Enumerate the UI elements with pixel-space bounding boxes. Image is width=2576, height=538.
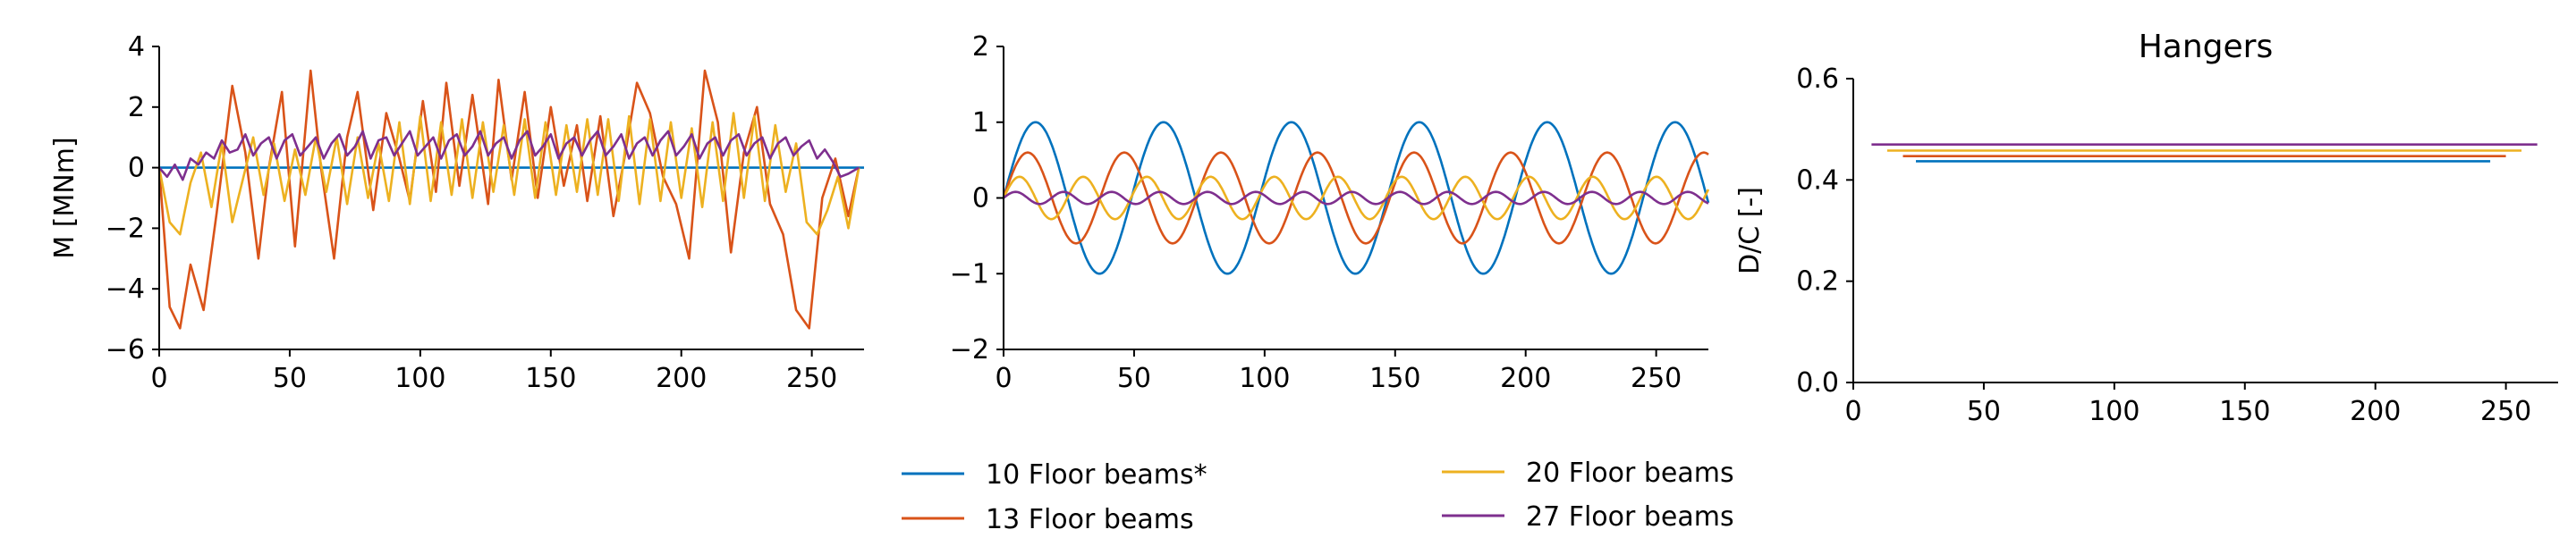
y-tick-label: 2 [972, 31, 989, 63]
x-tick-label: 250 [786, 363, 837, 394]
chart-title: Hangers [2139, 29, 2274, 65]
legend-label: 10 Floor beams* [986, 459, 1208, 491]
legend-item: 13 Floor beams [902, 504, 1194, 535]
middle-chart: 0 50 100 150 200 250 2 1 0 −1 −2 [950, 31, 1710, 394]
y-tick-label: 0 [972, 183, 989, 214]
legend-item: 10 Floor beams* [902, 459, 1208, 491]
legend-label: 27 Floor beams [1526, 501, 1734, 533]
x-tick-label: 200 [2350, 396, 2401, 427]
legend-item: 27 Floor beams [1442, 501, 1734, 533]
x-tick-label: 200 [656, 363, 707, 394]
x-tick-label: 150 [2219, 396, 2270, 427]
x-tick-label: 100 [394, 363, 445, 394]
y-tick-label: 0.2 [1796, 266, 1839, 298]
moment-chart: 0 50 100 150 200 250 4 2 0 −2 −4 −6 M [MNm] [49, 31, 864, 394]
y-tick-label: 0.0 [1796, 367, 1839, 399]
y-tick-label: −2 [950, 334, 989, 366]
y-tick-label: −4 [106, 273, 145, 305]
y-axis-label: D/C [-] [1734, 187, 1766, 274]
x-tick-label: 50 [1117, 363, 1151, 394]
x-tick-label: 0 [995, 363, 1012, 394]
x-tick-label: 0 [150, 363, 167, 394]
y-tick-label: −6 [106, 334, 145, 366]
y-tick-label: −2 [106, 213, 145, 244]
y-tick-label: 0 [128, 153, 145, 184]
x-tick-label: 150 [525, 363, 576, 394]
series-line-0 [1002, 121, 1710, 275]
x-tick-label: 150 [1369, 363, 1420, 394]
y-tick-label: 1 [972, 107, 989, 139]
y-tick-label: 2 [128, 92, 145, 123]
x-tick-label: 100 [1239, 363, 1290, 394]
y-tick-label: 4 [128, 31, 145, 63]
x-tick-label: 200 [1500, 363, 1551, 394]
x-tick-label: 0 [1844, 396, 1861, 427]
series-line-1 [157, 69, 860, 330]
legend-label: 13 Floor beams [986, 504, 1194, 535]
legend-label: 20 Floor beams [1526, 458, 1734, 489]
x-tick-label: 100 [2089, 396, 2140, 427]
x-tick-label: 250 [1631, 363, 1682, 394]
series-line-3 [1003, 190, 1709, 206]
y-axis-label: M [MNm] [49, 137, 80, 258]
series-line-2 [1002, 175, 1710, 221]
x-tick-label: 50 [1967, 396, 2001, 427]
x-tick-label: 250 [2480, 396, 2531, 427]
y-tick-label: −1 [950, 258, 989, 290]
x-tick-label: 50 [273, 363, 307, 394]
y-tick-label: 0.4 [1796, 164, 1839, 196]
y-tick-label: 0.6 [1796, 63, 1839, 95]
hangers-chart: 0 50 100 150 200 250 0.6 0.4 0.2 0.0 D/C [-] Hanger… [1734, 29, 2558, 427]
legend-item: 20 Floor beams [1442, 458, 1734, 489]
legend: 10 Floor beams* 13 Floor beams 20 Floor be… [902, 458, 1734, 535]
series-line-3 [158, 130, 860, 181]
series-line-1 [1002, 151, 1709, 245]
